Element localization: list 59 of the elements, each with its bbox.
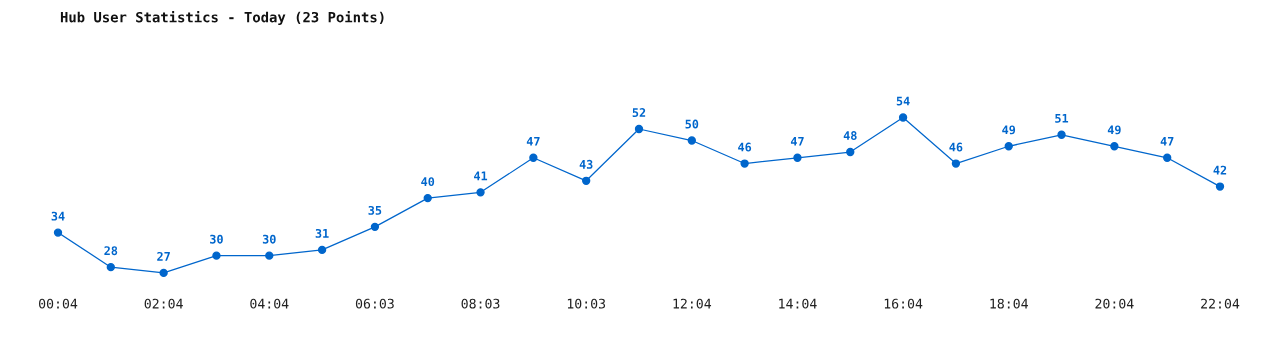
point xyxy=(1057,130,1066,139)
data-label: 30 xyxy=(262,234,276,244)
data-label: 47 xyxy=(790,137,804,146)
point xyxy=(793,153,802,162)
point xyxy=(106,262,115,272)
point xyxy=(1004,142,1013,151)
data-label: 43 xyxy=(579,159,593,169)
point xyxy=(529,153,538,162)
data-label: 27 xyxy=(157,251,170,261)
point xyxy=(687,136,696,145)
point xyxy=(898,113,908,122)
x-tick-label: 18:04 xyxy=(990,298,1028,309)
chart-title: Hub User Statistics - Today (23 Points) xyxy=(60,10,384,26)
data-label: 28 xyxy=(104,246,118,256)
data-label: 41 xyxy=(474,171,488,181)
x-tick-label: 08:03 xyxy=(461,298,500,309)
data-label: 46 xyxy=(949,142,963,152)
x-tick-label: 06:03 xyxy=(355,298,394,309)
x-tick-label: 22:04 xyxy=(1201,298,1240,309)
data-label: 46 xyxy=(738,142,752,152)
point xyxy=(951,159,961,168)
data-label: 48 xyxy=(843,131,857,141)
data-label: 49 xyxy=(1107,125,1121,135)
point xyxy=(1215,182,1225,191)
x-tick-label: 12:04 xyxy=(673,298,712,309)
point xyxy=(740,159,749,168)
data-label: 52 xyxy=(632,108,646,117)
point xyxy=(423,193,432,203)
data-label: 50 xyxy=(685,119,699,129)
data-label: 35 xyxy=(368,205,382,215)
data-label: 47 xyxy=(1160,137,1174,146)
data-label: 30 xyxy=(210,234,223,244)
data-label: 49 xyxy=(1002,125,1016,135)
point xyxy=(212,251,221,260)
point xyxy=(1110,142,1119,151)
point xyxy=(265,251,274,260)
x-tick-label: 00:04 xyxy=(39,298,78,309)
x-tick-label: 14:04 xyxy=(779,298,817,309)
x-tick-label: 16:04 xyxy=(884,298,923,309)
x-tick-label: 20:04 xyxy=(1095,298,1134,309)
point xyxy=(634,124,644,134)
data-label: 54 xyxy=(896,96,910,106)
data-label: 47 xyxy=(526,137,540,146)
point xyxy=(159,268,168,278)
point xyxy=(846,147,855,157)
data-label: 34 xyxy=(51,211,65,221)
data-label: 51 xyxy=(1055,113,1069,123)
x-tick-label: 02:04 xyxy=(144,298,183,309)
point xyxy=(1163,153,1172,162)
point xyxy=(582,176,591,185)
data-label: 42 xyxy=(1213,165,1227,175)
point xyxy=(317,245,327,255)
data-label: 40 xyxy=(421,177,435,187)
data-label: 31 xyxy=(315,228,329,238)
x-tick-label: 10:03 xyxy=(567,298,606,309)
point xyxy=(370,222,380,232)
x-tick-label: 04:04 xyxy=(250,298,289,309)
point xyxy=(476,188,485,197)
point xyxy=(53,228,63,237)
